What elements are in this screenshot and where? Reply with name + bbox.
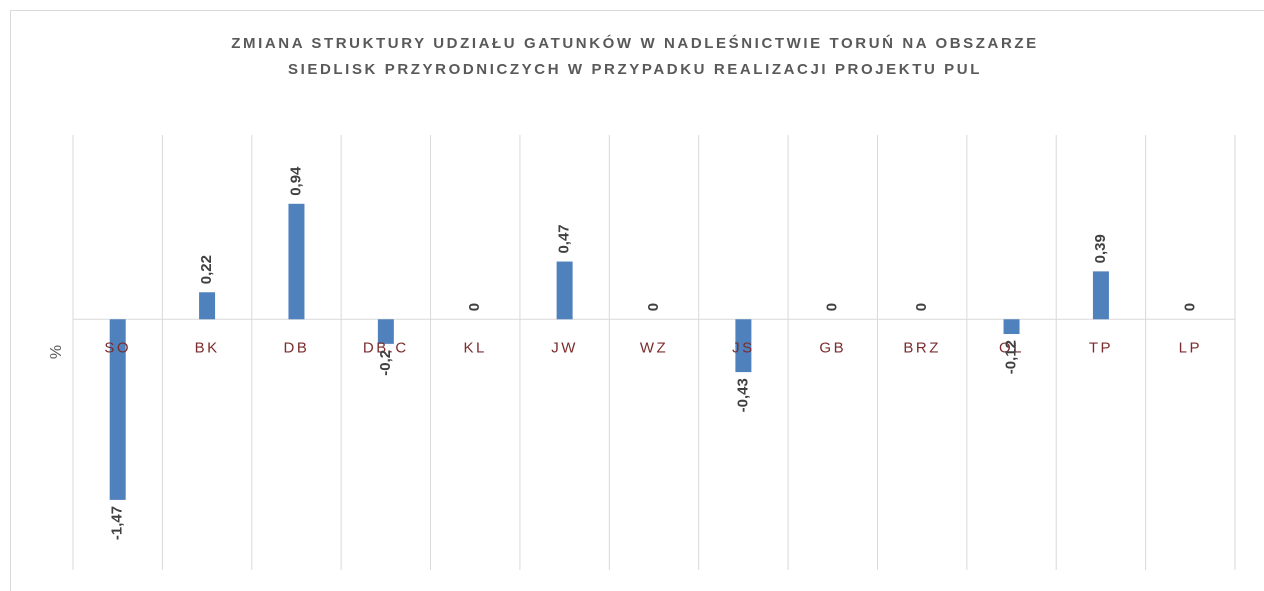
bar [556,261,573,320]
data-label: 0 [645,303,662,311]
data-label: 0,39 [1092,234,1109,263]
data-label: 0,94 [287,166,304,196]
x-tick-label: TP [1089,339,1113,356]
chart-title: SIEDLISK PRZYRODNICZYCH W PRZYPADKU REAL… [288,61,982,78]
x-tick-label: WZ [640,339,668,356]
x-tick-label: GB [819,339,846,356]
x-tick-label: SO [104,339,131,356]
data-label: 0 [466,303,483,311]
bar [109,319,126,500]
data-label: -0,43 [734,378,751,412]
x-tick-label: JS [732,339,755,356]
data-label: 0 [913,303,930,311]
x-tick-label: DB.C [363,339,409,356]
data-label: 0 [824,303,841,311]
data-label: 0,22 [198,255,215,284]
data-label: -0,12 [1003,340,1020,374]
chart-border [10,10,1264,591]
data-label: -1,47 [109,506,126,540]
x-tick-label: OL [999,339,1024,356]
bar [735,319,752,373]
data-label: 0 [1181,303,1198,311]
bar [199,292,216,320]
bar [1003,319,1020,335]
x-tick-label: BK [195,339,220,356]
data-label: 0,47 [556,224,573,253]
x-tick-label: JW [551,339,578,356]
chart-title: ZMIANA STRUKTURY UDZIAŁU GATUNKÓW W NADL… [231,34,1039,52]
x-tick-label: BRZ [903,339,941,356]
x-tick-label: LP [1179,339,1202,356]
x-tick-label: KL [464,339,487,356]
bar [288,203,305,320]
bar [377,319,394,344]
x-tick-label: DB [284,339,310,356]
data-label: -0,2 [377,350,394,376]
bar [1092,271,1109,320]
y-axis-label: % [48,345,65,359]
